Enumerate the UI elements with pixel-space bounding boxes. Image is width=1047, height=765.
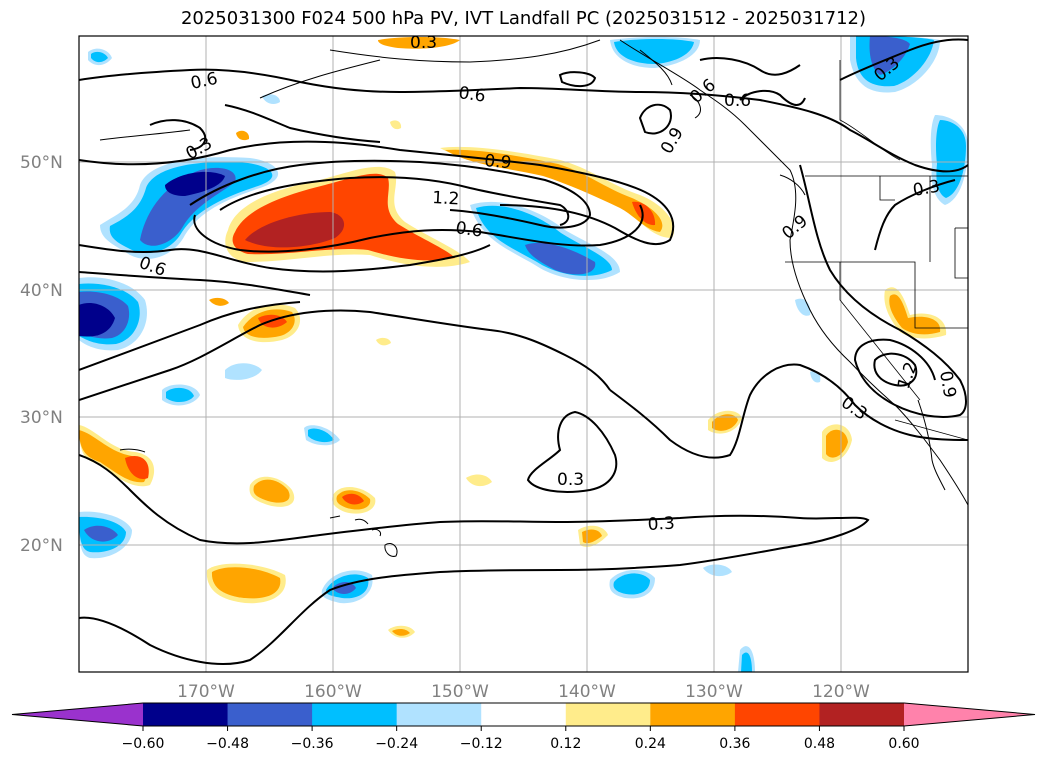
colorbar-tick-label: −0.24 xyxy=(375,736,418,752)
lat-label: 30°N xyxy=(20,408,63,428)
svg-text:0.3: 0.3 xyxy=(410,33,437,53)
map-frame xyxy=(78,35,969,673)
colorbar-tick-label: 0.24 xyxy=(635,736,666,752)
colorbar-tick-label: −0.12 xyxy=(460,736,503,752)
political-borders xyxy=(785,60,968,441)
colorbar-tick-label: −0.36 xyxy=(291,736,334,752)
lon-label: 160°W xyxy=(304,682,362,702)
negative-pv-shading xyxy=(79,36,968,672)
svg-text:0.9: 0.9 xyxy=(484,151,513,173)
svg-text:0.3: 0.3 xyxy=(557,470,584,490)
svg-text:1.2: 1.2 xyxy=(432,188,460,209)
colorbar-extend-high xyxy=(904,703,1035,726)
lat-label: 20°N xyxy=(20,536,63,556)
colorbar-segment xyxy=(481,703,567,726)
lon-label: 120°W xyxy=(812,682,870,702)
longitude-labels: 170°W 160°W 150°W 140°W 130°W 120°W xyxy=(177,682,870,702)
latitude-labels: 50°N 40°N 30°N 20°N xyxy=(20,153,63,556)
svg-text:0.6: 0.6 xyxy=(454,218,484,242)
colorbar-segment xyxy=(227,703,313,726)
colorbar-tick-label: 0.48 xyxy=(804,736,835,752)
colorbar-segment xyxy=(734,703,820,726)
colorbar-tick-label: −0.48 xyxy=(206,736,249,752)
colorbar-tick-label: −0.60 xyxy=(122,736,165,752)
colorbar-segment xyxy=(143,703,229,726)
svg-text:0.6: 0.6 xyxy=(724,91,751,111)
colorbar: −0.60 −0.48 −0.36 −0.24 −0.12 0.12 0.24 0.36 0.4… xyxy=(11,702,1036,752)
colorbar-segment xyxy=(565,703,651,726)
colorbar-tick-label: 0.36 xyxy=(719,736,750,752)
lat-label: 50°N xyxy=(20,153,63,173)
colorbar-segment xyxy=(819,703,905,726)
coastlines xyxy=(99,39,968,557)
colorbar-segment xyxy=(650,703,736,726)
svg-text:0.6: 0.6 xyxy=(457,83,487,107)
map-title: 2025031300 F024 500 hPa PV, IVT Landfall… xyxy=(180,8,867,29)
svg-text:0.9: 0.9 xyxy=(935,369,959,399)
colorbar-segment xyxy=(312,703,398,726)
svg-text:0.3: 0.3 xyxy=(911,177,941,201)
svg-text:0.3: 0.3 xyxy=(647,514,675,535)
lat-label: 40°N xyxy=(20,281,63,301)
colorbar-segment xyxy=(396,703,482,726)
lon-label: 170°W xyxy=(177,682,235,702)
colorbar-tick-label: 0.12 xyxy=(550,736,581,752)
lon-label: 130°W xyxy=(685,682,743,702)
contour-labels: 0.6 0.3 0.6 0.9 1.2 0.6 0.6 0.9 0.6 0.6 … xyxy=(136,33,959,535)
lon-label: 150°W xyxy=(431,682,489,702)
lon-label: 140°W xyxy=(558,682,616,702)
pv-contours xyxy=(79,38,968,666)
colorbar-tick-label: 0.60 xyxy=(888,736,919,752)
colorbar-extend-low xyxy=(12,703,143,726)
